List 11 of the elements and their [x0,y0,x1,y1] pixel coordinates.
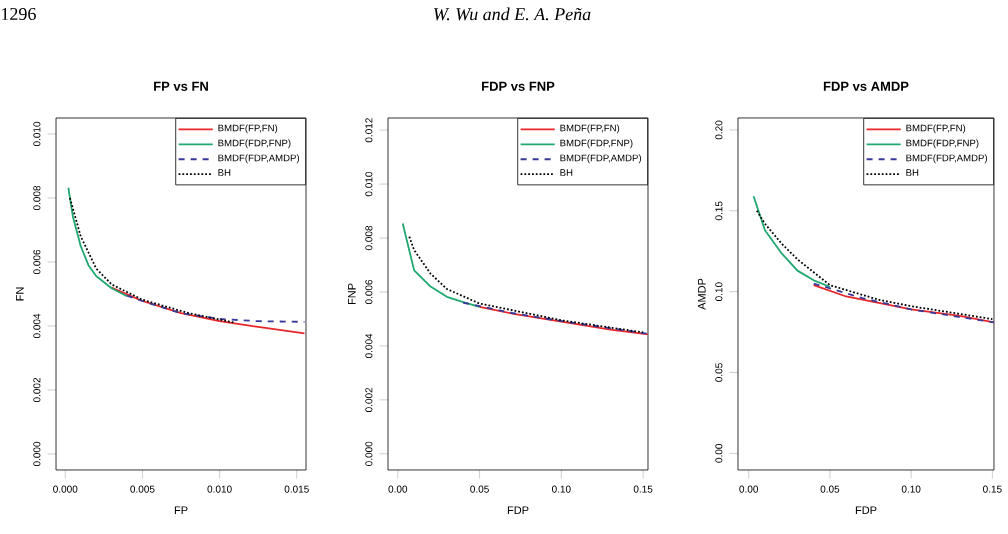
line-series [69,197,236,324]
line-series [478,305,648,336]
line-series [408,235,644,334]
line-series [462,301,648,335]
line-series [67,186,128,298]
text: W. Wu and E. A. Peña [434,7,591,21]
line-series [110,286,306,335]
line-series [752,195,831,288]
text: 1296 [1,7,36,21]
line-series [755,209,994,321]
line-series [401,222,481,308]
